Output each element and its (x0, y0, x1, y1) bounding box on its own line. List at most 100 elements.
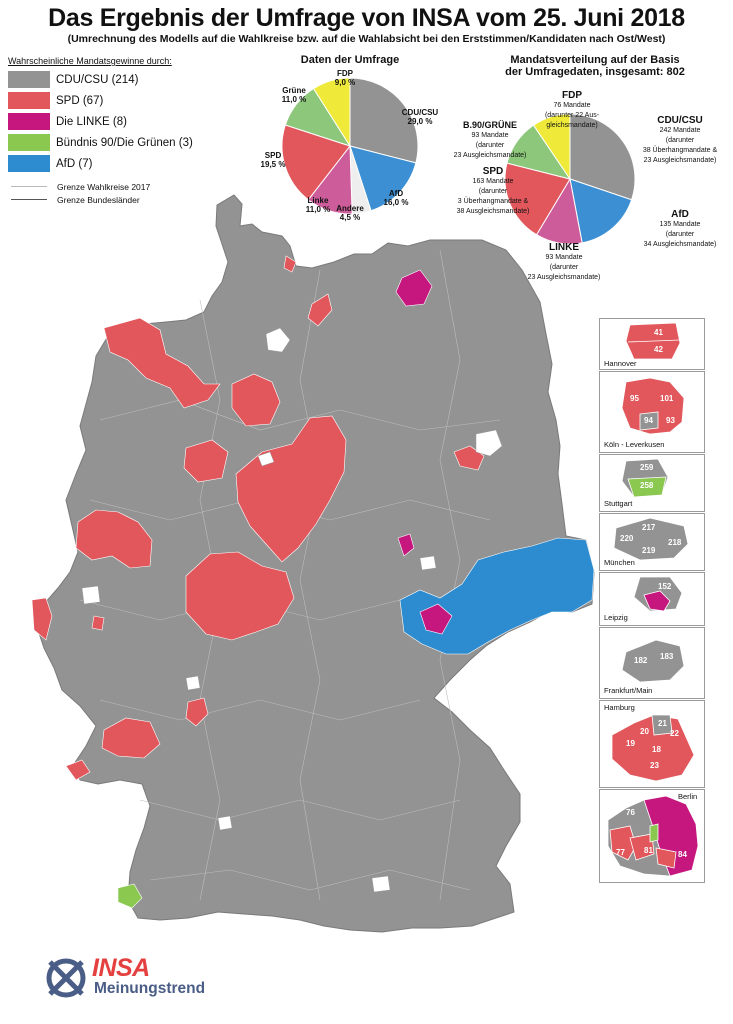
inset-muenchen-num-2: 220 (620, 534, 634, 543)
seat-label-fdp: FDP 76 Mandate (darunter 22 Aus-gleichsman… (536, 91, 608, 130)
seat-label-afd: AfD 135 Mandate (darunter 34 Ausgleichsmand… (638, 210, 722, 249)
spd-region-ruhr (75, 509, 153, 569)
inset-muenchen-caption: München (604, 558, 635, 567)
seat-label-gruene-l3: 23 Ausgleichsmandate) (453, 152, 527, 159)
poll-slice-4 (281, 124, 351, 201)
poll-label-fdp: FDP 9,0 % (330, 69, 360, 87)
seat-label-afd-l1: 135 Mandate (659, 221, 701, 228)
seat-label-spd-l4: 38 Ausgleichsmandate) (456, 208, 530, 215)
poll-label-cdu-value: 29,0 % (407, 117, 433, 126)
seat-label-cdu-l4: 23 Ausgleichsmandate) (643, 157, 717, 164)
spd-region-saar (65, 759, 91, 781)
inset-leipzig: 152 Leipzig (599, 572, 705, 626)
inset-frankfurt: 182 183 Frankfurt/Main (599, 627, 705, 699)
seat-label-linke-l2: (darunter (549, 264, 579, 271)
inset-hamburg: Hamburg 21 20 22 19 18 23 (599, 700, 705, 788)
poll-label-andere-value: 4,5 % (339, 213, 361, 222)
seat-pie-chart (504, 113, 636, 245)
wahlkreis-borders (79, 249, 501, 901)
inset-koeln-num-1: 95 (630, 394, 639, 403)
poll-label-spd-value: 19,5 % (260, 160, 286, 169)
poll-label-linke-name: Linke (307, 196, 329, 205)
spd-region-westfalen (183, 439, 229, 483)
inset-city-markers (81, 327, 503, 893)
poll-label-gruene-name: Grüne (282, 86, 306, 95)
seat-label-gruene-l2: (darunter (475, 142, 505, 149)
seat-label-linke-name: LINKE (549, 242, 579, 253)
poll-label-fdp-value: 9,0 % (334, 78, 356, 87)
linke-region-rostock (395, 269, 433, 307)
seat-label-gruene-l1: 93 Mandate (471, 132, 509, 139)
inset-berlin-caption: Berlin (678, 792, 698, 801)
inset-hamburg-num-5: 18 (652, 745, 661, 754)
page-subtitle: (Umrechnung des Modells auf die Wahlkrei… (67, 33, 666, 45)
poll-slice-0 (349, 77, 419, 164)
leipzig-marker (419, 555, 437, 571)
poll-pie-chart (281, 77, 419, 215)
legend-label-spd: SPD (67) (56, 94, 104, 107)
seat-label-linke-l3: 23 Ausgleichsmandate) (527, 274, 601, 281)
legend-swatch-cdu (8, 71, 50, 88)
inset-frankfurt-num-2: 183 (660, 652, 674, 661)
hannover-marker (257, 451, 275, 467)
seat-label-spd-l2: (darunter (478, 188, 508, 195)
seat-slice-3 (504, 162, 571, 236)
legend-swatch-gruene (8, 134, 50, 151)
seat-label-cdu-l1: 242 Mandate (659, 127, 701, 134)
poll-label-linke-value: 11,0 % (305, 205, 331, 214)
spd-region-mannheim (101, 717, 161, 759)
seat-pie-title: Mandatsverteilung auf der Basis der Umfra… (480, 54, 710, 78)
seat-label-spd-name: SPD (482, 166, 504, 177)
inset-hamburg-num-1: 21 (658, 719, 667, 728)
legend-item-afd: AfD (7) (8, 153, 218, 174)
seat-slice-1 (569, 178, 633, 244)
inset-stuttgart-num-1: 259 (640, 463, 654, 472)
inset-stuttgart: 259 258 Stuttgart (599, 454, 705, 512)
legend-item-linke: Die LINKE (8) (8, 111, 218, 132)
poll-label-cdu-name: CDU/CSU (401, 108, 439, 117)
spd-region-lauenburg (307, 293, 333, 327)
inset-muenchen-map (613, 517, 689, 561)
legend: Wahrscheinliche Mandatsgewinne durch: CD… (8, 56, 218, 206)
poll-label-cdu: CDU/CSU 29,0 % (398, 108, 442, 126)
spd-region-small-west (91, 615, 105, 631)
seat-label-fdp-l3: gleichsmandate) (546, 122, 598, 129)
spd-region-bremen (231, 373, 281, 427)
inset-hamburg-caption: Hamburg (604, 703, 635, 712)
seat-label-spd-l1: 163 Mandate (472, 178, 514, 185)
inset-berlin-num-3: 81 (644, 846, 653, 855)
inset-berlin: Berlin 76 77 81 84 (599, 789, 705, 883)
seat-label-cdu-l3: 38 Überhangmandate & (642, 147, 718, 154)
stuttgart-marker (217, 815, 233, 831)
poll-label-afd: AfD 16,0 % (378, 189, 414, 207)
legend-line-wahlkreise: Grenze Wahlkreise 2017 (11, 180, 218, 193)
seat-label-cdu: CDU/CSU 242 Mandate (darunter 38 Überhangma… (634, 116, 726, 165)
legend-line-thin (11, 186, 47, 187)
legend-line-laender: Grenze Bundesländer (11, 193, 218, 206)
legend-label-afd: AfD (7) (56, 157, 93, 170)
inset-frankfurt-num-1: 182 (634, 656, 648, 665)
inset-hamburg-num-6: 23 (650, 761, 659, 770)
inset-muenchen: 217 220 218 219 München (599, 513, 705, 571)
seat-label-gruene: B.90/GRÜNE 93 Mandate (darunter 23 Ausgleic… (452, 121, 528, 160)
seat-slice-5 (532, 113, 571, 181)
seat-label-afd-l3: 34 Ausgleichsmandate) (643, 241, 717, 248)
spd-region-kiel (283, 255, 297, 273)
inset-berlin-num-2: 77 (616, 848, 625, 857)
spd-region-ostfriesland (103, 317, 221, 409)
seat-label-cdu-name: CDU/CSU (657, 115, 703, 126)
seat-label-afd-l2: (darunter (665, 231, 695, 238)
frankfurt-marker (185, 675, 201, 691)
inset-hamburg-map (611, 714, 695, 782)
inset-leipzig-caption: Leipzig (604, 613, 628, 622)
poll-label-gruene: Grüne 11,0 % (277, 86, 311, 104)
inset-hamburg-num-4: 19 (626, 739, 635, 748)
legend-label-cdu: CDU/CSU (214) (56, 73, 139, 86)
spd-region-darmstadt (185, 697, 209, 727)
poll-slice-6 (312, 77, 351, 148)
insa-logo-icon (46, 958, 86, 998)
insa-logo: INSA Meinungstrend (44, 954, 244, 1004)
inset-stuttgart-map (621, 458, 669, 498)
seat-label-linke: LINKE 93 Mandate (darunter 23 Ausgleichsman… (524, 243, 604, 282)
inset-hannover-num-2: 42 (654, 345, 663, 354)
